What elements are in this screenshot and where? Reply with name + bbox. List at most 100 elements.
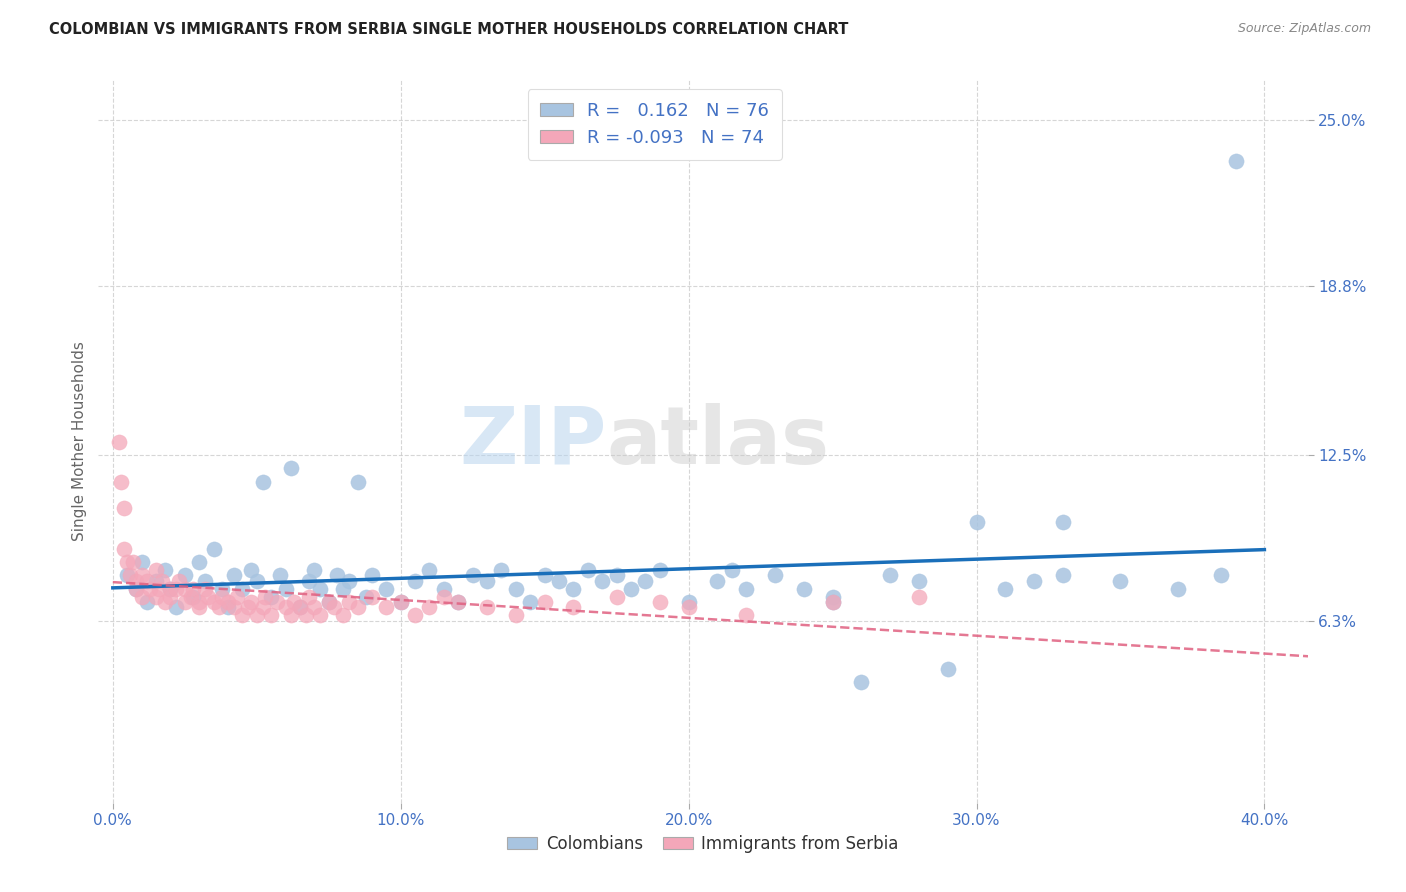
Point bbox=[318, 595, 340, 609]
Point bbox=[678, 595, 700, 609]
Point bbox=[1225, 153, 1247, 168]
Point bbox=[222, 600, 245, 615]
Point bbox=[254, 590, 277, 604]
Point bbox=[153, 563, 176, 577]
Point bbox=[202, 541, 225, 556]
Point bbox=[821, 595, 844, 609]
Point bbox=[260, 590, 283, 604]
Point bbox=[107, 434, 129, 449]
Point bbox=[165, 582, 187, 596]
Point bbox=[125, 582, 148, 596]
Point bbox=[309, 582, 332, 596]
Point bbox=[533, 568, 555, 582]
Point bbox=[533, 595, 555, 609]
Point bbox=[173, 568, 195, 582]
Point bbox=[246, 608, 269, 623]
Point bbox=[361, 590, 384, 604]
Point bbox=[211, 590, 233, 604]
Point bbox=[145, 590, 167, 604]
Point bbox=[225, 590, 247, 604]
Point bbox=[562, 582, 585, 596]
Point bbox=[153, 595, 176, 609]
Point bbox=[167, 574, 190, 588]
Text: ZIP: ZIP bbox=[458, 402, 606, 481]
Point bbox=[763, 568, 786, 582]
Point bbox=[231, 608, 253, 623]
Point bbox=[491, 563, 513, 577]
Point bbox=[260, 608, 283, 623]
Point bbox=[433, 582, 456, 596]
Point bbox=[266, 595, 288, 609]
Point bbox=[188, 600, 211, 615]
Point bbox=[418, 600, 440, 615]
Point bbox=[908, 574, 931, 588]
Point bbox=[1052, 515, 1074, 529]
Point bbox=[318, 595, 340, 609]
Point bbox=[706, 574, 728, 588]
Point bbox=[136, 574, 159, 588]
Point bbox=[173, 582, 195, 596]
Point bbox=[354, 590, 377, 604]
Point bbox=[240, 595, 263, 609]
Point bbox=[145, 563, 167, 577]
Point bbox=[936, 662, 959, 676]
Point bbox=[505, 582, 527, 596]
Point bbox=[735, 582, 758, 596]
Point bbox=[131, 555, 153, 569]
Point bbox=[1211, 568, 1233, 582]
Point bbox=[793, 582, 815, 596]
Point bbox=[678, 600, 700, 615]
Point bbox=[240, 563, 263, 577]
Point bbox=[274, 582, 297, 596]
Text: Source: ZipAtlas.com: Source: ZipAtlas.com bbox=[1237, 22, 1371, 36]
Point bbox=[418, 563, 440, 577]
Point bbox=[1109, 574, 1132, 588]
Point bbox=[505, 608, 527, 623]
Point bbox=[389, 595, 412, 609]
Point bbox=[994, 582, 1017, 596]
Point bbox=[252, 475, 274, 489]
Point bbox=[326, 568, 349, 582]
Point bbox=[183, 590, 205, 604]
Point bbox=[548, 574, 571, 588]
Point bbox=[337, 574, 360, 588]
Point bbox=[208, 600, 231, 615]
Point bbox=[337, 595, 360, 609]
Text: COLOMBIAN VS IMMIGRANTS FROM SERBIA SINGLE MOTHER HOUSEHOLDS CORRELATION CHART: COLOMBIAN VS IMMIGRANTS FROM SERBIA SING… bbox=[49, 22, 849, 37]
Point bbox=[188, 555, 211, 569]
Point bbox=[323, 600, 346, 615]
Point bbox=[375, 582, 398, 596]
Point bbox=[173, 595, 195, 609]
Point bbox=[159, 590, 181, 604]
Point bbox=[288, 600, 311, 615]
Legend: Colombians, Immigrants from Serbia: Colombians, Immigrants from Serbia bbox=[501, 828, 905, 860]
Point bbox=[720, 563, 742, 577]
Point bbox=[283, 595, 305, 609]
Point bbox=[120, 568, 142, 582]
Point bbox=[821, 590, 844, 604]
Point bbox=[139, 582, 162, 596]
Point bbox=[115, 568, 138, 582]
Point bbox=[122, 555, 145, 569]
Point bbox=[304, 563, 326, 577]
Point bbox=[131, 568, 153, 582]
Point bbox=[375, 600, 398, 615]
Point bbox=[112, 541, 135, 556]
Point bbox=[461, 568, 484, 582]
Point bbox=[236, 600, 259, 615]
Point bbox=[591, 574, 613, 588]
Point bbox=[183, 582, 205, 596]
Point bbox=[217, 595, 239, 609]
Point bbox=[110, 475, 132, 489]
Point bbox=[222, 568, 245, 582]
Point bbox=[821, 595, 844, 609]
Point bbox=[194, 582, 217, 596]
Point bbox=[150, 574, 173, 588]
Point bbox=[294, 608, 316, 623]
Point bbox=[145, 574, 167, 588]
Point bbox=[211, 582, 233, 596]
Point bbox=[180, 590, 202, 604]
Point bbox=[735, 608, 758, 623]
Point bbox=[332, 582, 354, 596]
Point bbox=[447, 595, 470, 609]
